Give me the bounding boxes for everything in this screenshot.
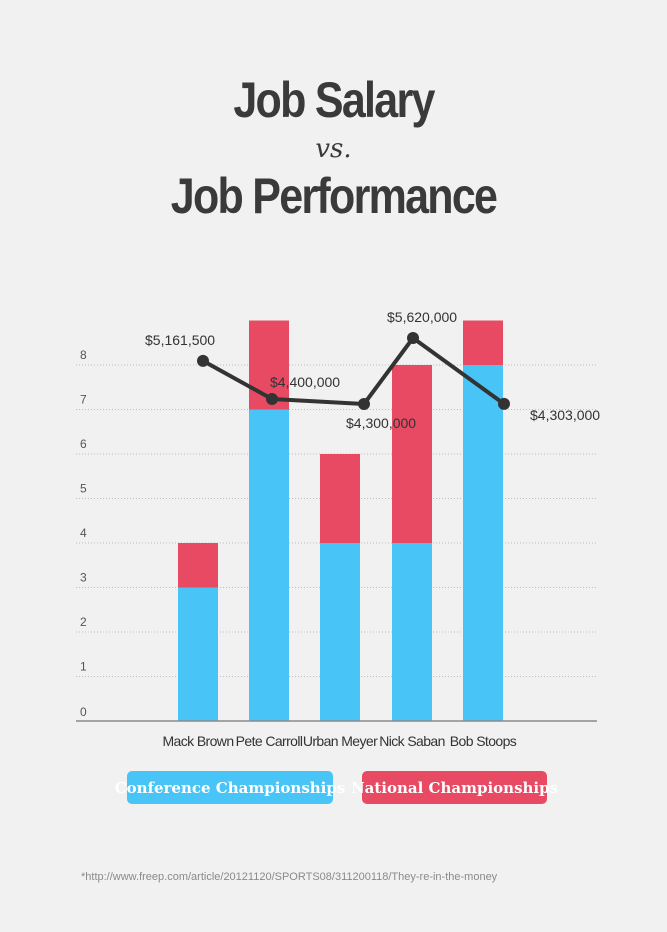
y-tick-label: 5 [80,482,87,496]
salary-label: $4,303,000 [530,407,600,423]
bar-conference [320,543,360,721]
legend-conference: Conference Championships [115,771,345,804]
source-footnote: *http://www.freep.com/article/20121120/S… [81,871,498,883]
y-tick-label: 4 [80,526,87,540]
bar-national [320,454,360,543]
title-line-performance: Job Performance [170,168,498,224]
bar-national [178,543,218,588]
salary-label: $5,161,500 [145,332,215,348]
bar-conference [178,587,218,721]
category-label: Nick Saban [379,733,445,749]
title-line-salary: Job Salary [233,72,435,128]
chart-title: Job Salary vs. Job Performance [0,72,667,224]
category-label: Mack Brown [162,733,233,749]
bar-conference [249,409,289,721]
y-tick-label: 7 [80,393,87,407]
salary-label: $4,400,000 [270,374,340,390]
category-label: Urban Meyer [303,733,378,749]
bar-national [392,365,432,543]
salary-line [202,336,506,406]
y-tick-label: 1 [80,660,87,674]
y-tick-label: 3 [80,571,87,585]
title-vs: vs. [315,134,352,164]
salary-label: $4,300,000 [346,415,416,431]
y-tick-label: 8 [80,348,87,362]
stacked-bar-chart: 0 1 2 3 4 5 6 7 8 Mack Brown Pete Carroll Urban Mey… [76,309,600,749]
bar-national [463,320,503,365]
y-tick-label: 0 [80,705,87,719]
salary-point [407,332,419,344]
bar-conference [463,365,503,721]
bar-conference [392,543,432,721]
salary-point [358,398,370,410]
salary-point [266,393,278,405]
salary-point [197,354,209,367]
y-tick-label: 2 [80,615,87,629]
salary-point [498,397,510,410]
salary-label: $5,620,000 [387,309,457,325]
category-label: Bob Stoops [450,733,517,749]
legend-national: National Championships [351,771,558,804]
y-tick-label: 6 [80,437,87,451]
category-label: Pete Carroll [236,733,303,749]
